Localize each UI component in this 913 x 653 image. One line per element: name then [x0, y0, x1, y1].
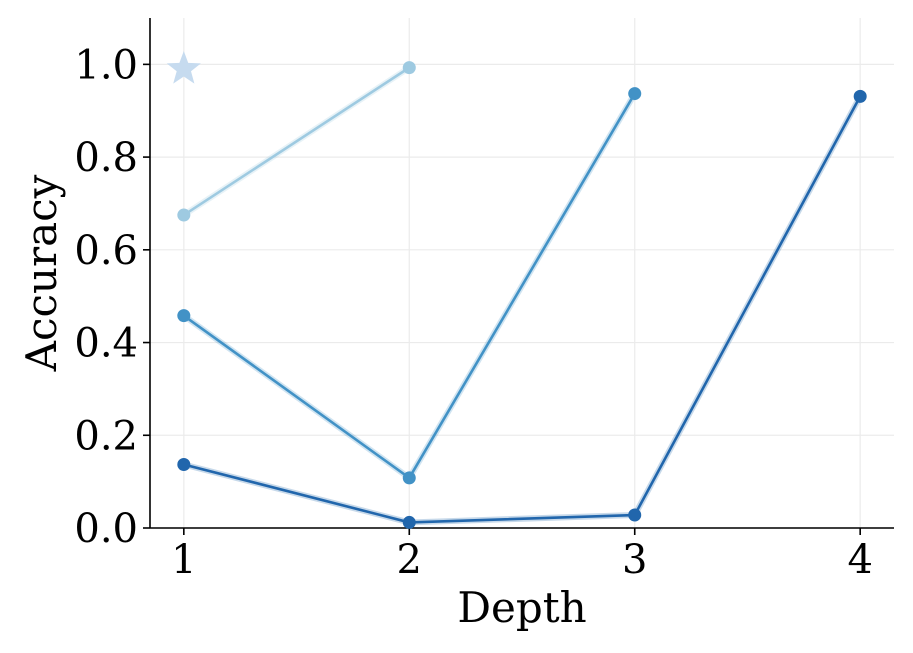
y-tick-label: 0.4 [74, 321, 138, 367]
series-line [183, 95, 862, 524]
ticks: 0.0 0.2 0.4 0.6 0.8 1.0 1 2 3 4 [74, 42, 873, 583]
x-axis-label: Depth [457, 583, 586, 632]
series-2 [177, 87, 642, 485]
series-3 [177, 89, 867, 529]
data-point [402, 61, 416, 75]
star-marker [166, 51, 201, 84]
y-tick-label: 1.0 [74, 42, 138, 88]
grid [150, 18, 894, 529]
y-tick-label: 0.0 [74, 506, 138, 552]
data-point [402, 515, 416, 529]
x-tick-label: 1 [171, 537, 196, 583]
data-point [853, 89, 867, 103]
series-band [183, 94, 863, 526]
y-tick-label: 0.2 [74, 413, 138, 459]
x-tick-label: 2 [397, 537, 422, 583]
data-point [177, 457, 191, 471]
series [177, 61, 867, 529]
x-tick-label: 3 [622, 537, 647, 583]
y-tick-label: 0.6 [74, 228, 138, 274]
data-point [628, 87, 642, 101]
data-point [177, 208, 191, 222]
series-1 [177, 61, 416, 222]
axes [149, 18, 894, 529]
data-point [177, 309, 191, 323]
y-axis-label: Accuracy [17, 174, 66, 372]
data-point [402, 471, 416, 485]
series-line [183, 66, 410, 217]
x-tick-label: 4 [847, 537, 872, 583]
y-tick-label: 0.8 [74, 135, 138, 181]
markers [166, 51, 201, 84]
data-point [628, 508, 642, 522]
